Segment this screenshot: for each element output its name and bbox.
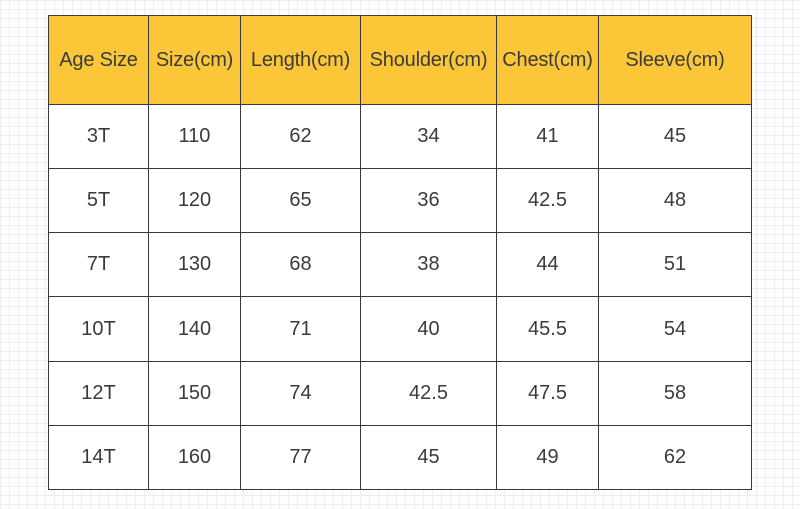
cell-shoulder: 38 [360, 232, 497, 298]
cell-size: 160 [148, 424, 241, 491]
cell-chest: 44 [496, 232, 599, 298]
cell-size: 140 [148, 296, 241, 362]
cell-size: 120 [148, 168, 241, 234]
header-chest: Chest(cm) [496, 15, 599, 105]
cell-age-size: 5T [48, 168, 149, 234]
header-length: Length(cm) [240, 15, 361, 105]
cell-length: 71 [240, 296, 361, 362]
cell-sleeve: 54 [598, 296, 752, 362]
cell-chest: 45.5 [496, 296, 599, 362]
header-shoulder: Shoulder(cm) [360, 15, 497, 105]
cell-age-size: 7T [48, 232, 149, 298]
cell-chest: 47.5 [496, 360, 599, 426]
header-sleeve: Sleeve(cm) [598, 15, 752, 105]
header-size: Size(cm) [148, 15, 241, 105]
cell-size: 150 [148, 360, 241, 426]
cell-shoulder: 34 [360, 103, 497, 170]
size-chart-container: Age Size Size(cm) Length(cm) Shoulder(cm… [48, 15, 752, 491]
cell-sleeve: 62 [598, 424, 752, 491]
cell-size: 110 [148, 103, 241, 170]
cell-sleeve: 51 [598, 232, 752, 298]
cell-length: 62 [240, 103, 361, 170]
cell-length: 77 [240, 424, 361, 491]
cell-age-size: 3T [48, 103, 149, 170]
table-row: 3T 110 62 34 41 45 [48, 103, 752, 170]
cell-shoulder: 45 [360, 424, 497, 491]
table-row: 5T 120 65 36 42.5 48 [48, 168, 752, 234]
cell-age-size: 12T [48, 360, 149, 426]
cell-chest: 41 [496, 103, 599, 170]
cell-shoulder: 40 [360, 296, 497, 362]
cell-length: 68 [240, 232, 361, 298]
table-header-row: Age Size Size(cm) Length(cm) Shoulder(cm… [48, 15, 752, 105]
cell-length: 74 [240, 360, 361, 426]
table-row: 10T 140 71 40 45.5 54 [48, 296, 752, 362]
header-age-size: Age Size [48, 15, 149, 105]
cell-length: 65 [240, 168, 361, 234]
cell-sleeve: 58 [598, 360, 752, 426]
cell-age-size: 14T [48, 424, 149, 491]
table-row: 7T 130 68 38 44 51 [48, 232, 752, 298]
cell-age-size: 10T [48, 296, 149, 362]
cell-chest: 42.5 [496, 168, 599, 234]
table-row: 14T 160 77 45 49 62 [48, 424, 752, 491]
cell-size: 130 [148, 232, 241, 298]
size-chart-table: Age Size Size(cm) Length(cm) Shoulder(cm… [48, 15, 752, 491]
cell-sleeve: 48 [598, 168, 752, 234]
cell-chest: 49 [496, 424, 599, 491]
cell-shoulder: 36 [360, 168, 497, 234]
cell-shoulder: 42.5 [360, 360, 497, 426]
cell-sleeve: 45 [598, 103, 752, 170]
table-row: 12T 150 74 42.5 47.5 58 [48, 360, 752, 426]
